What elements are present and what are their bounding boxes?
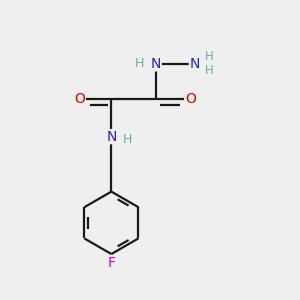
Text: F: F (107, 256, 116, 270)
Text: N: N (189, 57, 200, 71)
Text: H: H (205, 50, 213, 64)
Text: O: O (74, 92, 85, 106)
Text: H: H (205, 64, 213, 77)
Text: H: H (123, 133, 132, 146)
Text: H: H (135, 57, 144, 70)
Text: O: O (185, 92, 196, 106)
Text: N: N (106, 130, 116, 144)
Text: N: N (151, 57, 161, 71)
